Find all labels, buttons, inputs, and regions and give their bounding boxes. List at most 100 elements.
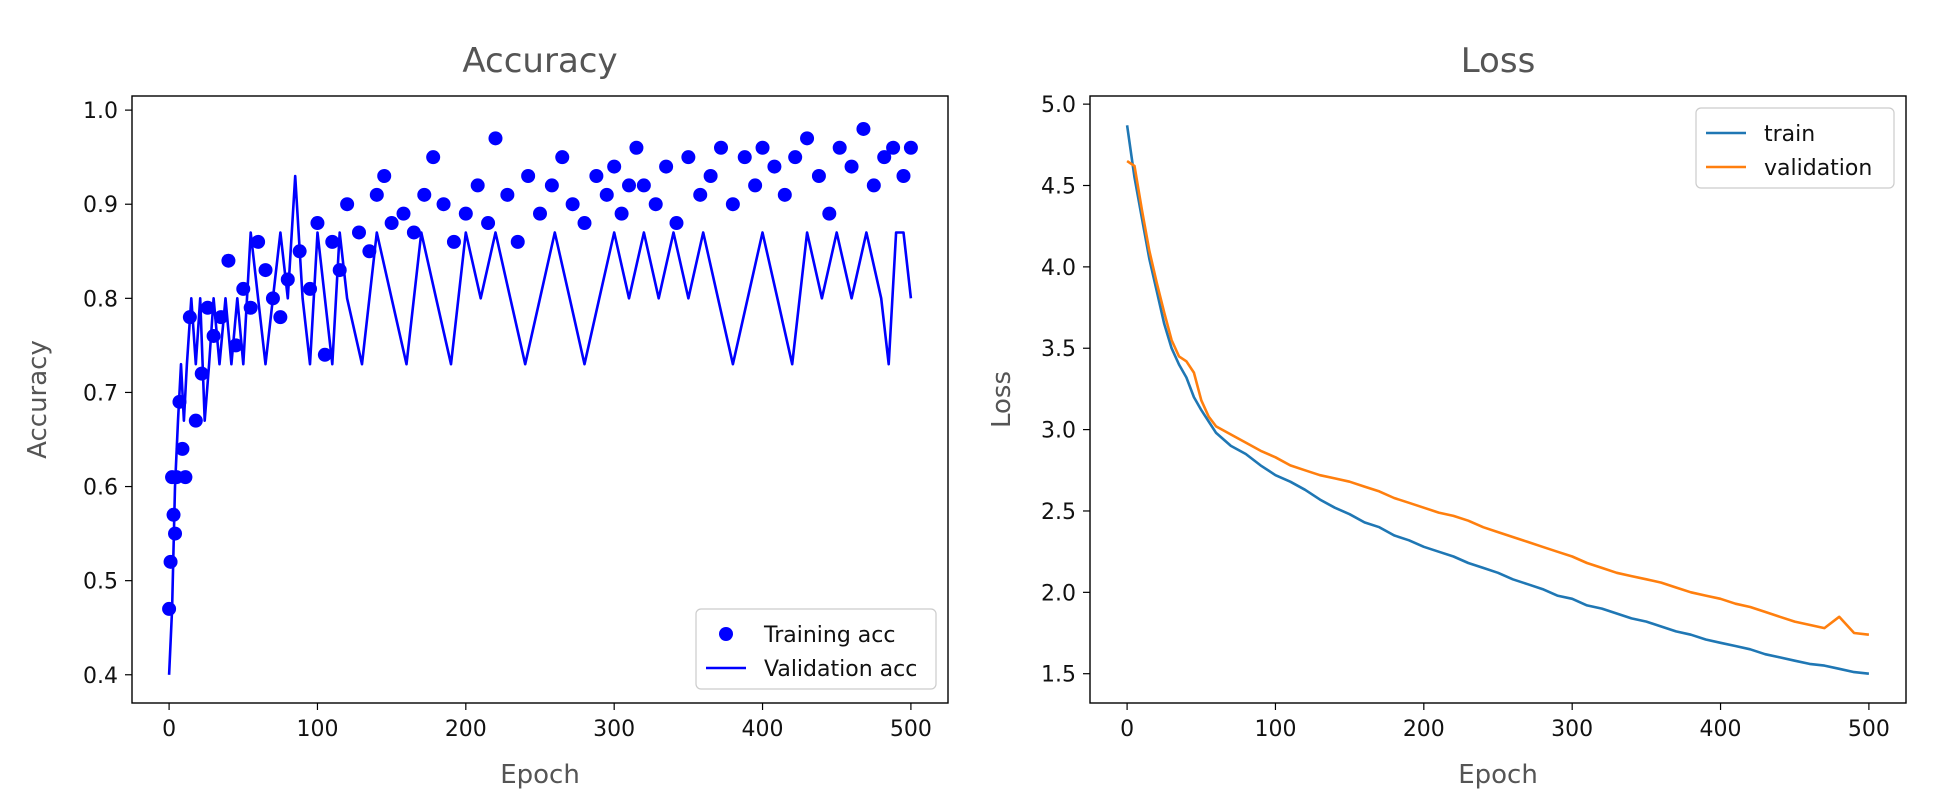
scatter-point — [767, 159, 782, 174]
legend: Training acc Validation acc — [695, 608, 937, 690]
scatter-point — [470, 178, 485, 193]
scatter-point — [200, 300, 215, 315]
scatter-point — [886, 140, 901, 155]
scatter-point — [903, 140, 918, 155]
scatter-point — [162, 601, 177, 616]
scatter-point — [788, 150, 803, 165]
x-tick-label: 500 — [1848, 717, 1890, 742]
scatter-point — [800, 131, 815, 146]
y-tick-label: 0.5 — [83, 570, 118, 595]
scatter-point — [703, 168, 718, 183]
y-tick-label: 5.0 — [1041, 93, 1076, 118]
chart-panel-0: Accuracy Epoch Accuracy 0 100 200 300 400 500 0.4… — [23, 41, 949, 790]
y-tick-label: 4.0 — [1041, 256, 1076, 281]
scatter-point — [458, 206, 473, 221]
scatter-point — [510, 234, 525, 249]
scatter-point — [188, 413, 203, 428]
scatter-point — [832, 140, 847, 155]
scatter-point — [607, 159, 622, 174]
legend-label: Validation acc — [764, 657, 917, 682]
y-tick-label: 0.4 — [83, 664, 118, 689]
scatter-point — [614, 206, 629, 221]
y-axis-label: Accuracy — [23, 340, 53, 459]
scatter-point — [436, 197, 451, 212]
scatter-point — [258, 263, 273, 278]
scatter-point — [737, 150, 752, 165]
legend-label: train — [1764, 122, 1815, 147]
scatter-point — [351, 225, 366, 240]
scatter-point — [377, 168, 392, 183]
scatter-point — [426, 150, 441, 165]
y-tick-label: 1.5 — [1041, 663, 1076, 688]
legend: train validation — [1695, 107, 1895, 189]
x-axis-label: Epoch — [500, 760, 580, 790]
scatter-point — [777, 187, 792, 202]
y-tick-label: 0.8 — [83, 287, 118, 312]
x-tick-label: 300 — [1551, 717, 1593, 742]
scatter-point — [693, 187, 708, 202]
chart-title: Accuracy — [462, 41, 617, 81]
x-axis-label: Epoch — [1458, 760, 1538, 790]
x-tick-label: 200 — [445, 717, 487, 742]
scatter-point — [599, 187, 614, 202]
scatter-point — [896, 168, 911, 183]
scatter-point — [396, 206, 411, 221]
plot-area — [1125, 125, 1870, 675]
scatter-point — [369, 187, 384, 202]
scatter-point — [636, 178, 651, 193]
scatter-point — [273, 310, 288, 325]
x-tick-label: 500 — [890, 717, 932, 742]
scatter-point — [648, 197, 663, 212]
scatter-point — [577, 216, 592, 231]
scatter-point — [521, 168, 536, 183]
x-tick-label: 100 — [1254, 717, 1296, 742]
scatter-point — [325, 234, 340, 249]
scatter-point — [669, 216, 684, 231]
scatter-point — [681, 150, 696, 165]
series-line-train — [1125, 125, 1870, 675]
x-tick-label: 0 — [1120, 717, 1134, 742]
series-line-validation-acc — [167, 174, 913, 675]
y-tick-label: 2.5 — [1041, 500, 1076, 525]
scatter-point — [822, 206, 837, 221]
scatter-point — [446, 234, 461, 249]
x-tick-label: 0 — [162, 717, 176, 742]
x-tick-label: 100 — [296, 717, 338, 742]
scatter-point — [748, 178, 763, 193]
scatter-point — [565, 197, 580, 212]
scatter-point — [488, 131, 503, 146]
axes-frame — [1089, 95, 1907, 704]
scatter-point — [406, 225, 421, 240]
y-tick-label: 0.7 — [83, 381, 118, 406]
scatter-point — [362, 244, 377, 259]
scatter-point — [317, 347, 332, 362]
y-tick-label: 3.5 — [1041, 337, 1076, 362]
y-tick-label: 2.0 — [1041, 581, 1076, 606]
scatter-point — [178, 470, 193, 485]
legend-label: validation — [1764, 156, 1872, 181]
scatter-point — [417, 187, 432, 202]
scatter-point — [622, 178, 637, 193]
scatter-point — [163, 554, 178, 569]
y-tick-label: 4.5 — [1041, 175, 1076, 200]
scatter-point — [481, 216, 496, 231]
scatter-point — [877, 150, 892, 165]
plot-area — [162, 121, 918, 675]
x-tick-label: 400 — [1700, 717, 1742, 742]
scatter-point — [866, 178, 881, 193]
y-tick-label: 0.9 — [83, 193, 118, 218]
scatter-point — [175, 441, 190, 456]
scatter-point — [629, 140, 644, 155]
x-tick-label: 300 — [593, 717, 635, 742]
scatter-point — [221, 253, 236, 268]
y-tick-label: 1.0 — [83, 99, 118, 124]
scatter-point — [811, 168, 826, 183]
scatter-point — [251, 234, 266, 249]
scatter-point — [555, 150, 570, 165]
y-tick-label: 3.0 — [1041, 419, 1076, 444]
scatter-point — [310, 216, 325, 231]
axes-frame — [131, 95, 949, 704]
series-line-validation — [1126, 160, 1870, 636]
scatter-point — [755, 140, 770, 155]
